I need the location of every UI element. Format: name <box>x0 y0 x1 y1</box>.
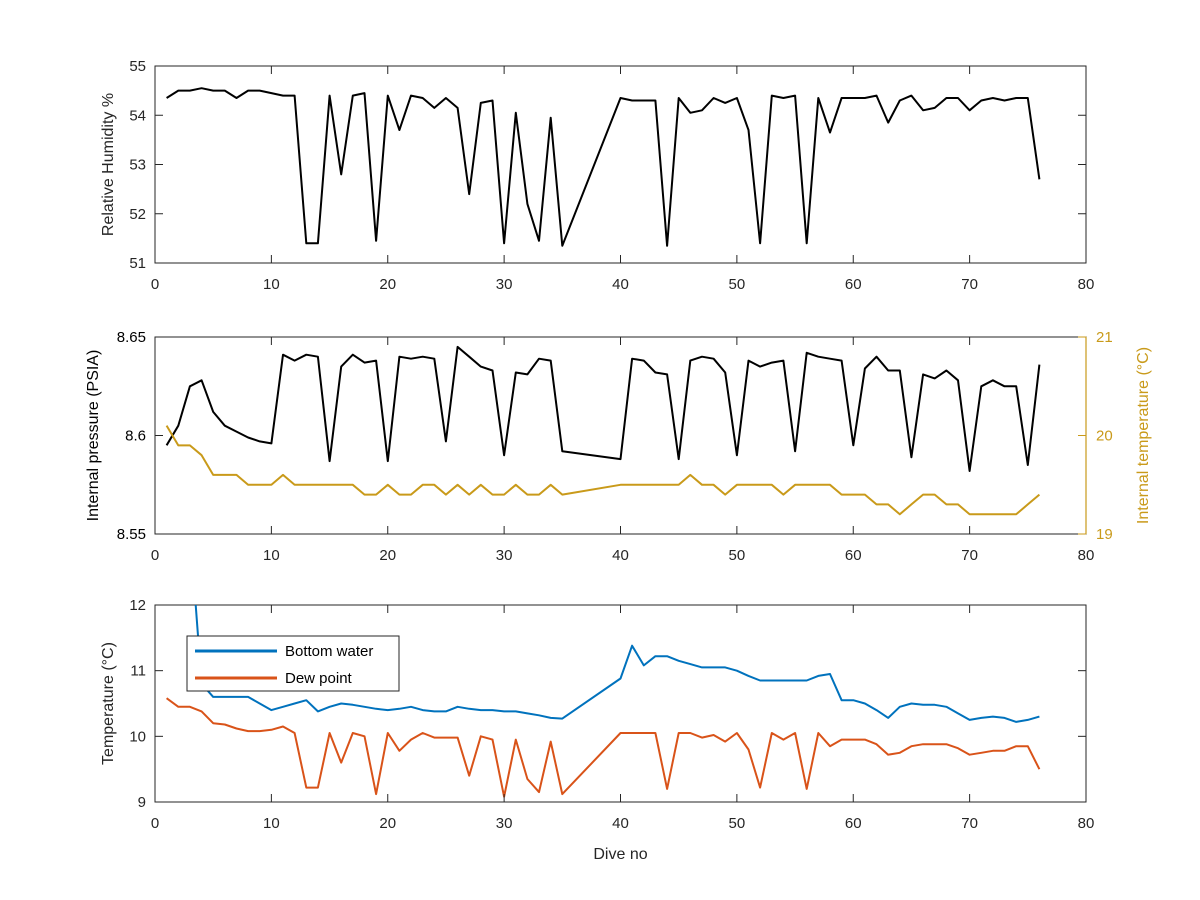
y-tick-label: 55 <box>129 58 146 75</box>
y-tick-label: 8.65 <box>117 329 146 346</box>
y-tick-label: 10 <box>129 728 146 745</box>
pressure-temperature-panel: 0 10 20 30 40 50 60 70 80 8.55 8.6 8.65 19 20 21 Int… <box>85 329 1152 564</box>
x-tick-label: 30 <box>496 815 513 832</box>
humidity-ylabel: Relative Humidity % <box>100 93 117 236</box>
y2-tick-label: 21 <box>1096 329 1113 346</box>
x-tick-label: 40 <box>612 276 629 293</box>
humidity-panel: 0 10 20 30 40 50 60 70 80 51 52 53 54 55 Relative Hu… <box>100 58 1094 293</box>
x-tick-label: 10 <box>263 547 280 564</box>
series-line-2-0 <box>194 605 1040 723</box>
y-tick-label: 12 <box>129 597 146 614</box>
x-tick-label: 80 <box>1078 815 1095 832</box>
series-line-0-0 <box>166 87 1041 247</box>
series-line-1-0 <box>165 345 1041 472</box>
y-tick-label: 11 <box>130 663 146 680</box>
legend-label-bottom-water: Bottom water <box>285 643 373 660</box>
x-tick-label: 30 <box>496 547 513 564</box>
y-tick-label: 8.6 <box>125 428 146 445</box>
x-tick-label: 50 <box>729 815 746 832</box>
x-tick-label: 70 <box>961 547 978 564</box>
x-tick-label: 30 <box>496 276 513 293</box>
x-tick-label: 20 <box>379 547 396 564</box>
x-tick-label: 60 <box>845 276 862 293</box>
x-tick-label: 40 <box>612 547 629 564</box>
x-tick-label: 0 <box>151 815 159 832</box>
series-line-1-1 <box>165 425 1041 516</box>
legend-label-dew-point: Dew point <box>285 670 353 687</box>
x-tick-label: 10 <box>263 276 280 293</box>
pressure-ylabel: Internal pressure (PSIA) <box>85 350 102 522</box>
y2-tick-label: 19 <box>1096 526 1113 543</box>
x-tick-label: 50 <box>729 547 746 564</box>
x-tick-label: 20 <box>379 276 396 293</box>
y-tick-label: 54 <box>129 107 146 124</box>
y-tick-label: 53 <box>129 157 146 174</box>
x-tick-label: 0 <box>151 547 159 564</box>
x-tick-label: 20 <box>379 815 396 832</box>
x-tick-label: 0 <box>151 276 159 293</box>
y-tick-label: 9 <box>138 794 146 811</box>
x-tick-label: 50 <box>729 276 746 293</box>
x-tick-label: 40 <box>612 815 629 832</box>
internal-temperature-ylabel: Internal temperature (°C) <box>1135 347 1152 524</box>
legend: Bottom water Dew point <box>186 635 400 692</box>
x-tick-label: 80 <box>1078 547 1095 564</box>
y2-tick-label: 20 <box>1096 428 1113 445</box>
x-tick-label: 80 <box>1078 276 1095 293</box>
pressure-axes-box <box>154 336 1087 535</box>
legend-box <box>186 635 400 692</box>
x-tick-label: 60 <box>845 547 862 564</box>
series-line-2-1 <box>166 697 1041 798</box>
y-tick-label: 52 <box>129 206 146 223</box>
y-tick-label: 51 <box>129 255 146 272</box>
x-tick-label: 60 <box>845 815 862 832</box>
y-tick-label: 8.55 <box>117 526 146 543</box>
temperature-ylabel: Temperature (°C) <box>100 642 117 765</box>
x-tick-label: 10 <box>263 815 280 832</box>
temperature-panel: 0 10 20 30 40 50 60 70 80 9 10 11 12 Temperature (°… <box>100 597 1094 863</box>
x-axis-label: Dive no <box>593 846 647 863</box>
x-tick-label: 70 <box>961 815 978 832</box>
x-tick-label: 70 <box>961 276 978 293</box>
